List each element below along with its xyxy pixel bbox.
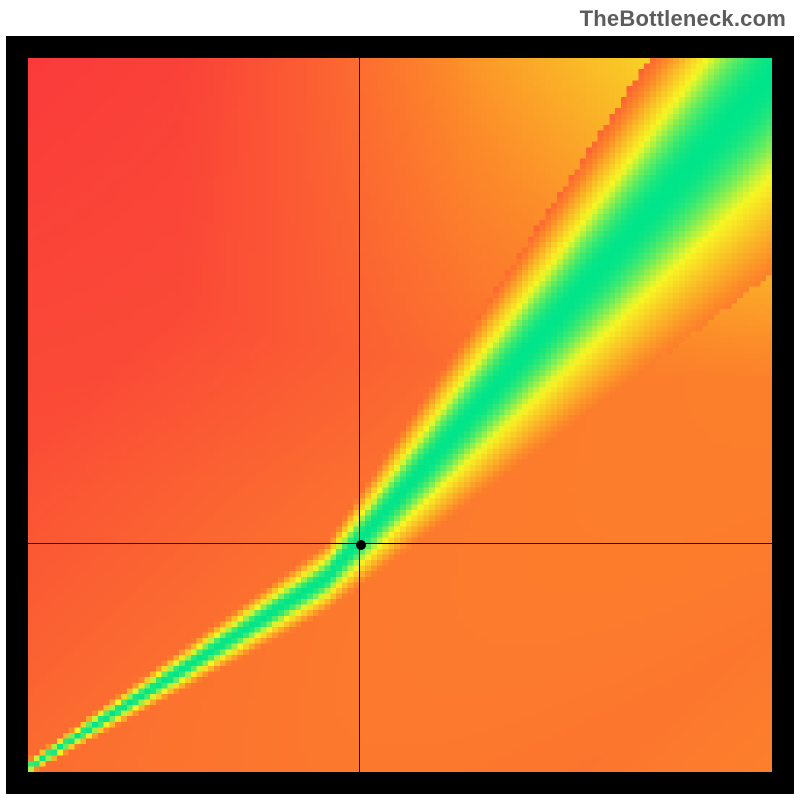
heatmap-canvas	[28, 58, 772, 772]
crosshair-horizontal	[28, 543, 772, 544]
chart-container: TheBottleneck.com	[0, 0, 800, 800]
crosshair-vertical	[359, 58, 360, 772]
heatmap-canvas-wrap	[28, 58, 772, 772]
watermark-text: TheBottleneck.com	[580, 6, 786, 32]
